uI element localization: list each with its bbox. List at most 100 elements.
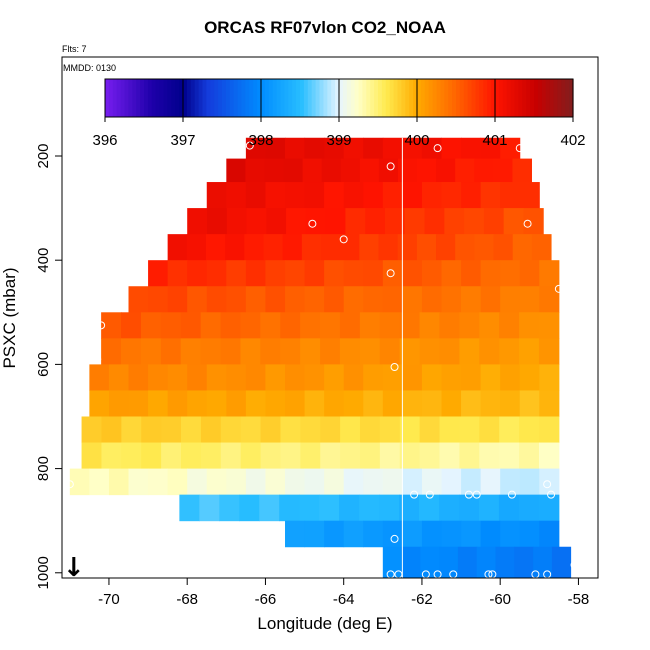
colorbar-segment <box>537 79 543 117</box>
heatmap-cell <box>304 286 325 313</box>
heatmap-cell <box>300 416 321 444</box>
heatmap-cell <box>359 158 380 183</box>
heatmap-cell <box>500 137 521 160</box>
colorbar-segment <box>280 79 285 117</box>
heatmap-cell <box>226 158 246 183</box>
y-tick-label: 200 <box>35 143 52 168</box>
heatmap-cell <box>499 416 520 444</box>
sample-point <box>65 480 74 489</box>
heatmap-cell <box>200 442 222 470</box>
heatmap-cell <box>340 442 361 470</box>
colorbar-tick-label: 397 <box>170 132 195 149</box>
colorbar-segment <box>378 79 383 117</box>
plot-frame <box>61 56 599 579</box>
heatmap-cell <box>421 182 443 209</box>
heatmap-cell <box>206 364 227 391</box>
heatmap-cell <box>399 442 421 470</box>
colorbar-segment <box>116 79 122 117</box>
heatmap-cell <box>531 234 552 261</box>
heatmap-cell <box>285 390 306 417</box>
heatmap-cell <box>321 234 341 261</box>
colorbar-segment <box>557 79 562 117</box>
sample-point <box>410 490 419 499</box>
heatmap-cell <box>265 286 286 313</box>
sample-point <box>523 219 532 228</box>
colorbar-segment <box>514 79 519 117</box>
heatmap-cell <box>141 416 162 444</box>
colorbar-segment <box>307 79 313 117</box>
heatmap-cell <box>265 260 286 287</box>
heatmap-cell <box>167 234 188 261</box>
heatmap-cell <box>265 137 286 160</box>
heatmap-cell <box>480 520 501 548</box>
colorbar-segment <box>327 79 332 117</box>
flights-note: Flts: 7 <box>62 44 87 54</box>
heatmap-cell <box>382 364 403 391</box>
colorbar-segment <box>171 79 176 117</box>
heatmap-cell <box>265 390 286 417</box>
colorbar-segment <box>194 79 200 117</box>
colorbar-segment <box>124 79 129 117</box>
y-tick-label: 800 <box>35 456 52 481</box>
heatmap-cell <box>240 442 262 470</box>
heatmap-cell <box>205 234 226 261</box>
heatmap-cell <box>479 312 500 339</box>
heatmap-cell <box>265 468 286 496</box>
heatmap-cell <box>379 494 400 522</box>
colorbar-segment <box>237 79 243 117</box>
colorbar-segment <box>456 79 461 117</box>
heatmap-cell <box>461 520 482 548</box>
colorbar-segment <box>261 79 266 117</box>
heatmap-cell <box>512 158 532 183</box>
heatmap-cell <box>340 416 361 444</box>
heatmap-cell <box>239 494 260 522</box>
heatmap-cell <box>519 416 540 444</box>
heatmap-cell <box>397 234 418 261</box>
heatmap-cell <box>128 390 149 417</box>
colorbar-segment <box>565 79 570 117</box>
heatmap-cell <box>121 416 142 444</box>
heatmap-cell <box>382 468 403 496</box>
heatmap-cell <box>321 158 342 183</box>
colorbar-segment <box>147 79 153 117</box>
heatmap-cell <box>206 208 228 235</box>
colorbar-segment <box>436 79 441 117</box>
chart-title: ORCAS RF07vlon CO2_NOAA <box>204 18 446 37</box>
heatmap-cell <box>226 260 247 287</box>
heatmap-cell <box>245 137 266 160</box>
heatmap-cell <box>264 158 285 183</box>
heatmap-cell <box>444 208 465 235</box>
heatmap-cell <box>160 338 182 365</box>
colorbar-segment <box>155 79 161 117</box>
heatmap-cell <box>363 468 384 496</box>
heatmap-cell <box>424 208 445 235</box>
sample-point <box>339 235 348 244</box>
heatmap-cell <box>416 234 437 261</box>
colorbar-segment <box>397 79 402 117</box>
heatmap-cell <box>439 338 460 365</box>
heatmap-cell <box>101 416 122 444</box>
colorbar-segment <box>225 79 231 117</box>
heatmap-cell <box>402 182 423 209</box>
heatmap-cell <box>340 234 360 261</box>
heatmap-cell <box>359 312 381 339</box>
colorbar-segment <box>233 79 239 117</box>
colorbar-segment <box>303 79 309 117</box>
heatmap-cell <box>359 234 380 261</box>
heatmap-cell <box>180 338 202 365</box>
heatmap-cell <box>225 234 245 261</box>
colorbar-segment <box>350 79 356 117</box>
heatmap-cell <box>167 260 188 287</box>
heatmap-cell <box>187 208 208 235</box>
heatmap-cell <box>551 546 572 579</box>
heatmap-cell <box>206 390 227 417</box>
heatmap-cell <box>480 182 501 209</box>
heatmap-cell <box>363 260 384 287</box>
heatmap-cell <box>539 390 560 417</box>
heatmap-cell <box>320 416 341 444</box>
colorbar-segment <box>553 79 558 117</box>
heatmap-cell <box>436 234 456 261</box>
heatmap-cell <box>500 468 521 496</box>
heatmap-cell <box>539 286 560 313</box>
